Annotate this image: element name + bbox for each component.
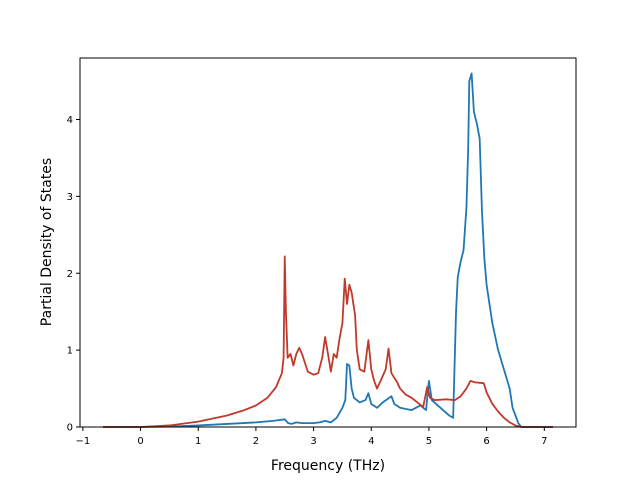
x-axis-label: Frequency (THz) (271, 458, 385, 474)
x-tick-label: 7 (541, 436, 547, 447)
x-tick-label: −1 (76, 436, 91, 447)
x-tick-label: 0 (137, 436, 143, 447)
series-line-1 (103, 72, 553, 428)
x-tick-label: 2 (253, 436, 259, 447)
y-axis-label: Partial Density of States (39, 158, 55, 326)
y-tick-label: 1 (67, 346, 73, 357)
x-tick-label: 4 (368, 436, 374, 447)
y-tick-label: 3 (67, 192, 73, 203)
series-line-2 (103, 255, 553, 428)
y-tick-label: 4 (67, 115, 73, 126)
x-tick-label: 6 (483, 436, 489, 447)
plot-frame (79, 57, 577, 428)
x-tick-label: 5 (426, 436, 432, 447)
y-tick-label: 0 (67, 423, 73, 434)
x-tick-label: 1 (195, 436, 201, 447)
y-tick-label: 2 (67, 269, 73, 280)
x-tick-label: 3 (310, 436, 316, 447)
plot-area (103, 72, 553, 428)
